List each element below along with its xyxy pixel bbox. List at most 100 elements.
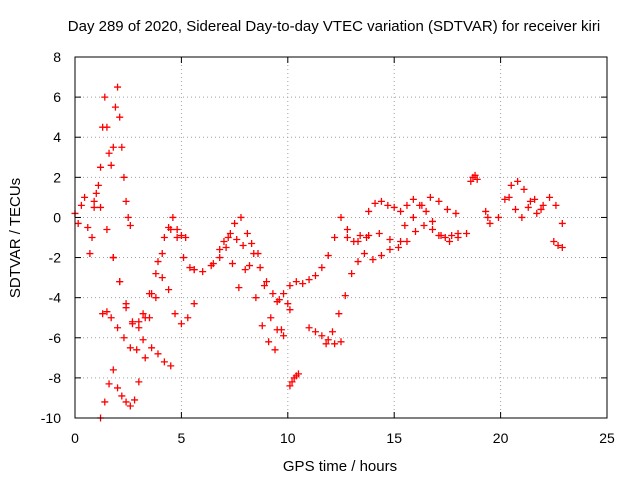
data-point — [116, 278, 124, 286]
data-point — [533, 209, 541, 217]
data-point — [331, 234, 339, 241]
data-point — [484, 213, 492, 221]
data-point — [375, 229, 383, 237]
data-point — [88, 234, 96, 241]
data-point — [94, 181, 102, 189]
y-tick-label: -6 — [49, 330, 62, 346]
data-point — [114, 384, 122, 392]
series-sat-b — [86, 83, 134, 258]
series-sat-j — [273, 276, 313, 306]
y-tick-label: -10 — [41, 410, 61, 426]
data-point — [171, 310, 179, 318]
series-sat-m — [311, 213, 371, 280]
chart-title: Day 289 of 2020, Sidereal Day-to-day VTE… — [68, 18, 600, 35]
data-point — [245, 262, 253, 270]
series-sat-h — [209, 240, 294, 340]
x-tick-label: 0 — [71, 430, 79, 446]
data-point — [122, 398, 130, 406]
data-point — [409, 195, 417, 203]
data-point — [99, 310, 107, 318]
data-point — [354, 238, 362, 246]
data-point — [126, 221, 134, 229]
data-point — [128, 320, 136, 328]
data-point — [286, 282, 294, 290]
x-tick-labels: 0 5 10 15 20 25 — [71, 430, 615, 446]
data-point — [518, 213, 526, 221]
data-point — [131, 396, 139, 404]
data-point — [441, 234, 449, 241]
data-point — [507, 181, 515, 189]
data-point — [216, 254, 224, 262]
data-point — [135, 378, 143, 386]
data-point — [90, 203, 98, 211]
data-point — [277, 326, 285, 334]
data-point — [173, 225, 181, 233]
y-tick-label: 0 — [53, 209, 61, 225]
data-point — [152, 294, 160, 302]
data-point — [318, 332, 326, 340]
data-point — [305, 276, 313, 284]
data-point — [103, 308, 111, 316]
data-point — [103, 123, 111, 131]
data-point — [273, 298, 281, 306]
data-point — [343, 225, 351, 233]
series-sat-o — [343, 229, 405, 246]
data-point — [90, 197, 98, 205]
data-point — [222, 244, 230, 252]
x-tick-label: 5 — [178, 430, 186, 446]
data-point — [286, 306, 294, 314]
data-point — [511, 205, 519, 213]
data-point — [397, 207, 405, 215]
data-point — [280, 332, 288, 340]
y-tick-label: -8 — [49, 370, 62, 386]
data-point — [403, 201, 411, 209]
data-point — [109, 143, 117, 151]
data-point — [111, 103, 119, 111]
data-point — [473, 175, 481, 183]
series-sat-u — [494, 177, 566, 227]
data-point — [429, 225, 437, 233]
data-point — [167, 362, 175, 370]
series-sat-v — [505, 193, 545, 221]
data-point — [97, 163, 105, 171]
data-point — [356, 231, 364, 239]
y-tick-label: 8 — [53, 49, 61, 65]
data-point — [354, 258, 362, 266]
data-point — [311, 272, 319, 280]
data-point — [114, 83, 122, 91]
data-point — [84, 223, 92, 231]
data-point — [256, 264, 264, 272]
data-point — [252, 294, 260, 302]
data-point — [109, 366, 117, 374]
data-point — [531, 195, 539, 203]
data-point — [165, 286, 173, 294]
data-point — [501, 195, 509, 203]
y-tick-label: 4 — [53, 129, 61, 145]
data-point — [552, 201, 560, 209]
data-point — [331, 340, 339, 348]
data-point — [165, 223, 173, 231]
data-point — [105, 380, 113, 388]
x-tick-label: 15 — [386, 430, 402, 446]
data-point — [386, 246, 394, 254]
data-point — [537, 205, 545, 213]
data-point — [263, 278, 271, 286]
series-sat-k — [286, 370, 302, 390]
data-point — [443, 205, 451, 213]
data-point — [105, 149, 113, 157]
data-point — [401, 221, 409, 229]
data-point — [394, 244, 402, 252]
data-point — [148, 344, 156, 352]
data-point — [377, 197, 385, 205]
data-point — [558, 244, 566, 252]
data-point — [384, 201, 392, 209]
data-point — [280, 290, 288, 298]
data-point — [348, 270, 356, 278]
data-point — [494, 213, 502, 221]
data-point — [558, 219, 566, 227]
series-sat-i — [220, 229, 292, 354]
data-point — [103, 225, 111, 233]
data-point — [177, 231, 185, 239]
data-point — [122, 197, 130, 205]
